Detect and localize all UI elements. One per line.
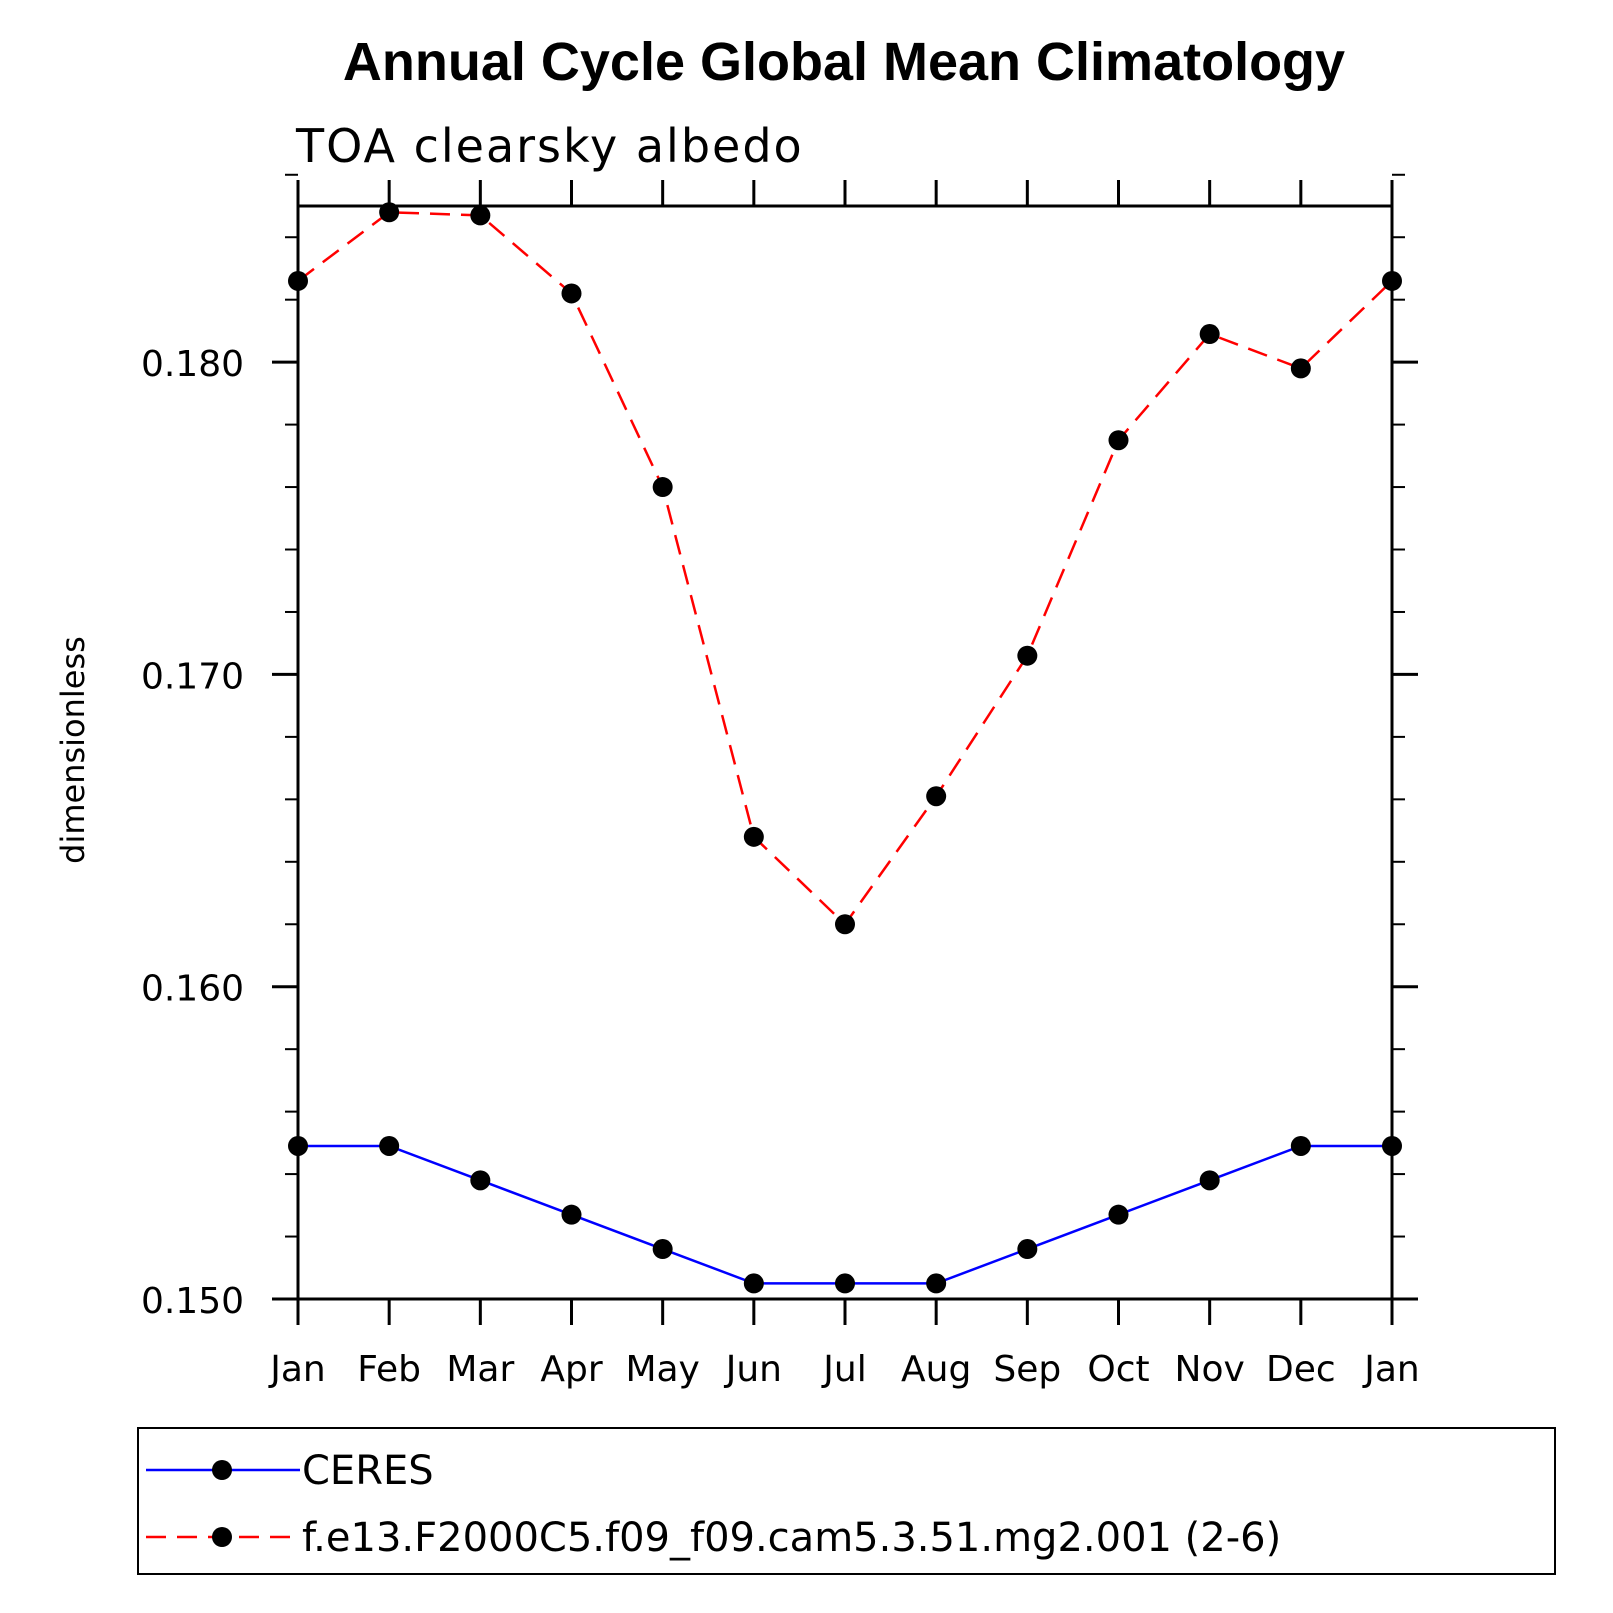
- series-1-point: [470, 205, 491, 226]
- series-0-point: [288, 1135, 308, 1156]
- series-1-point: [1108, 430, 1129, 451]
- series-1-point: [288, 270, 308, 291]
- series-0-point: [1199, 1170, 1220, 1191]
- x-tick-label: Jun: [724, 1349, 782, 1390]
- x-tick-label: Apr: [540, 1349, 602, 1390]
- legend: CERES f.e13.F2000C5.f09_f09.cam5.3.51.mg…: [137, 1427, 1556, 1575]
- series-1-point: [1290, 358, 1311, 379]
- series-1-point: [835, 914, 855, 935]
- series-1-point: [561, 283, 582, 304]
- series-0-point: [1108, 1204, 1129, 1225]
- series-0-point: [835, 1273, 855, 1294]
- y-tick-label: 0.150: [141, 1281, 244, 1322]
- x-tick-label: Dec: [1266, 1349, 1336, 1390]
- y-axis-label: dimensionless: [54, 636, 92, 864]
- axis-ticks: [272, 173, 1418, 1325]
- series-0-point: [1382, 1135, 1402, 1156]
- x-tick-label: Aug: [901, 1349, 971, 1390]
- series-0-point: [379, 1135, 400, 1156]
- x-tick-label: Oct: [1087, 1349, 1149, 1390]
- series-1-point: [926, 786, 947, 807]
- x-tick-label: Jul: [821, 1349, 866, 1390]
- series-line-0: [298, 1144, 1392, 1285]
- x-tick-label: Jan: [1362, 1349, 1420, 1390]
- legend-label-model: f.e13.F2000C5.f09_f09.cam5.3.51.mg2.001 …: [302, 1515, 1281, 1561]
- series-0-point: [652, 1239, 673, 1260]
- x-tick-label: Feb: [357, 1349, 421, 1390]
- legend-marker-model: [212, 1527, 232, 1547]
- series-1-point: [652, 477, 673, 498]
- y-tick-label: 0.170: [141, 656, 244, 697]
- series-1-point: [1199, 324, 1220, 345]
- series-1-point: [1382, 270, 1402, 291]
- x-tick-label: May: [625, 1349, 699, 1390]
- series-layer: [288, 202, 1402, 1294]
- x-tick-label: Sep: [993, 1349, 1061, 1390]
- chart-title: Annual Cycle Global Mean Climatology: [343, 32, 1345, 92]
- y-tick-label: 0.160: [141, 969, 244, 1010]
- x-tick-label: Jan: [268, 1349, 326, 1390]
- y-tick-label: 0.180: [141, 344, 244, 385]
- axis-tick-labels: Jan Feb Mar Apr May Jun Jul Aug Sep Oct Nov Dec Jan 0…: [141, 344, 1420, 1390]
- chart-subtitle: TOA clearsky albedo: [295, 119, 804, 173]
- legend-label-ceres: CERES: [302, 1448, 434, 1494]
- series-0-point: [1290, 1135, 1311, 1156]
- series-0-point: [743, 1273, 764, 1294]
- plot-frame: [296, 204, 1394, 1301]
- series-line-1: [297, 210, 1393, 927]
- series-1-point: [1017, 645, 1038, 666]
- x-tick-label: Mar: [446, 1349, 514, 1390]
- legend-box: [137, 1427, 1556, 1575]
- x-tick-label: Nov: [1175, 1349, 1245, 1390]
- series-0-point: [926, 1273, 947, 1294]
- series-1-point: [743, 826, 764, 847]
- series-0-point: [1017, 1239, 1038, 1260]
- series-1-point: [379, 202, 400, 223]
- series-0-point: [470, 1170, 491, 1191]
- legend-marker-ceres: [212, 1460, 232, 1480]
- series-0-point: [561, 1204, 582, 1225]
